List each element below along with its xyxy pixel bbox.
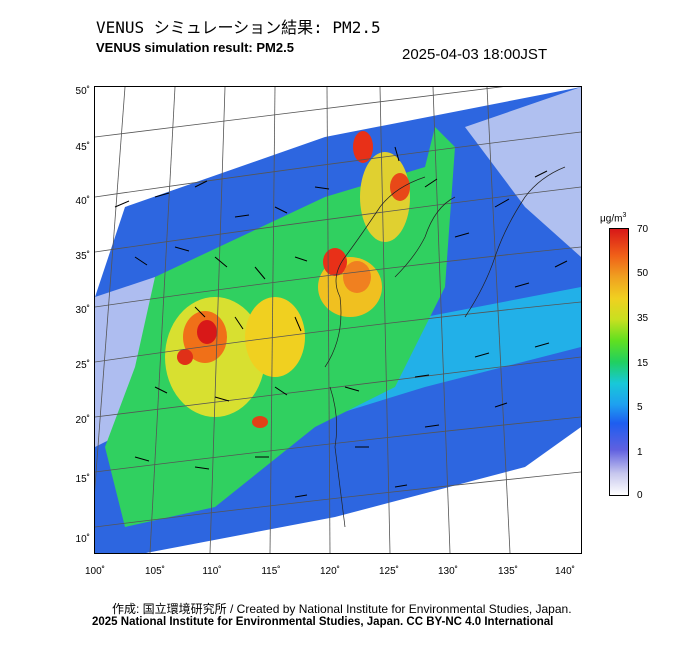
lon-tick: 105˚: [144, 566, 165, 577]
colorbar-unit: μg/m3: [600, 212, 626, 224]
pm25-map: [94, 86, 582, 554]
lat-tick: 40˚: [75, 196, 90, 207]
lon-tick: 120˚: [319, 566, 340, 577]
title-japanese: VENUS シミュレーション結果: PM2.5: [96, 18, 381, 37]
colorbar-label: 35: [637, 313, 649, 324]
credit-line: 作成: 国立環境研究所 / Created by National Instit…: [112, 602, 572, 616]
colorbar-label: 70: [637, 224, 649, 235]
lat-tick: 30˚: [75, 305, 90, 316]
lat-tick: 25˚: [75, 360, 90, 371]
colorbar-unit-base: μg/m: [600, 213, 623, 225]
colorbar: [609, 228, 629, 496]
colorbar-label: 15: [637, 358, 649, 369]
lon-tick: 110˚: [202, 566, 222, 577]
lon-tick: 130˚: [437, 566, 458, 577]
lat-tick: 45˚: [75, 142, 90, 153]
colorbar-label: 5: [637, 402, 643, 413]
colorbar-label: 0: [637, 490, 643, 501]
colorbar-label: 1: [637, 447, 643, 458]
lat-tick: 10˚: [75, 534, 90, 545]
map-canvas: [95, 87, 581, 553]
lat-tick: 15˚: [75, 474, 90, 485]
lat-tick: 20˚: [75, 415, 90, 426]
lon-tick: 140˚: [554, 566, 575, 577]
title-english: VENUS simulation result: PM2.5: [96, 40, 294, 55]
wind-vectors: [114, 146, 568, 498]
lat-tick: 50˚: [75, 86, 90, 97]
colorbar-label: 50: [637, 268, 649, 279]
lon-tick: 135˚: [497, 566, 518, 577]
lon-tick: 125˚: [378, 566, 399, 577]
forecast-timestamp: 2025-04-03 18:00JST: [402, 46, 548, 63]
lat-tick: 35˚: [75, 251, 90, 262]
lon-tick: 100˚: [84, 566, 105, 577]
lon-tick: 115˚: [261, 566, 281, 577]
copyright-line: 2025 National Institute for Environmenta…: [92, 616, 554, 628]
colorbar-unit-sup: 3: [622, 212, 627, 219]
